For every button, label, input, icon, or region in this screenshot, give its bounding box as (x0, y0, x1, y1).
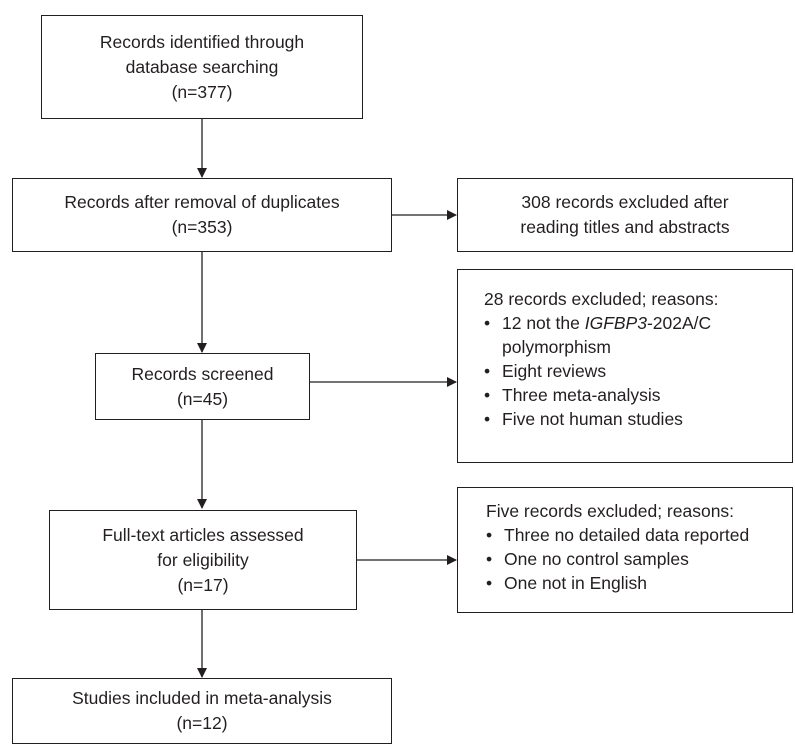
box-records-deduplicated: Records after removal of duplicates (n=3… (12, 178, 392, 252)
excluded-fulltext-reason-1: Three no detailed data reported (486, 523, 792, 547)
fulltext-line2: for eligibility (157, 549, 249, 570)
excluded-screening-reason-1: 12 not the IGFBP3-202A/C (484, 311, 792, 335)
excluded-screening-heading: 28 records excluded; reasons: (484, 289, 719, 309)
excluded-screening-reason-1-cont: polymorphism (502, 337, 611, 357)
box-fulltext-assessed: Full-text articles assessed for eligibil… (49, 510, 357, 610)
box-records-identified: Records identified through database sear… (41, 15, 363, 119)
deduplicated-line1: Records after removal of duplicates (64, 192, 340, 212)
included-count: (n=12) (176, 713, 228, 733)
included-line1: Studies included in meta-analysis (72, 688, 332, 708)
excluded-fulltext-heading: Five records excluded; reasons: (486, 501, 735, 521)
excluded-fulltext-reason-2: One no control samples (486, 547, 792, 571)
excluded-screening-reason-3: Three meta-analysis (484, 383, 792, 407)
fulltext-line1: Full-text articles assessed (102, 524, 304, 545)
box-excluded-fulltext: Five records excluded; reasons: Three no… (457, 487, 793, 613)
fulltext-count: (n=17) (177, 574, 229, 595)
excluded-screening-reason-2: Eight reviews (484, 359, 792, 383)
box-excluded-screening: 28 records excluded; reasons: 12 not the… (457, 269, 793, 463)
screened-line1: Records screened (131, 363, 274, 384)
excluded-titles-line1: 308 records excluded after (521, 192, 729, 212)
gene-name: IGFBP3 (584, 313, 647, 333)
box-records-screened: Records screened (n=45) (95, 353, 310, 420)
screened-count: (n=45) (176, 388, 229, 409)
excluded-screening-reason-4: Five not human studies (484, 407, 792, 431)
identified-line1: Records identified through (99, 31, 305, 52)
identified-line2: database searching (125, 56, 279, 77)
excluded-fulltext-reason-3: One not in English (486, 571, 792, 595)
identified-count: (n=377) (171, 81, 233, 102)
deduplicated-count: (n=353) (171, 217, 233, 237)
box-studies-included: Studies included in meta-analysis (n=12) (12, 678, 392, 744)
excluded-titles-line2: reading titles and abstracts (520, 217, 730, 237)
box-excluded-titles-abstracts: 308 records excluded after reading title… (457, 178, 793, 252)
